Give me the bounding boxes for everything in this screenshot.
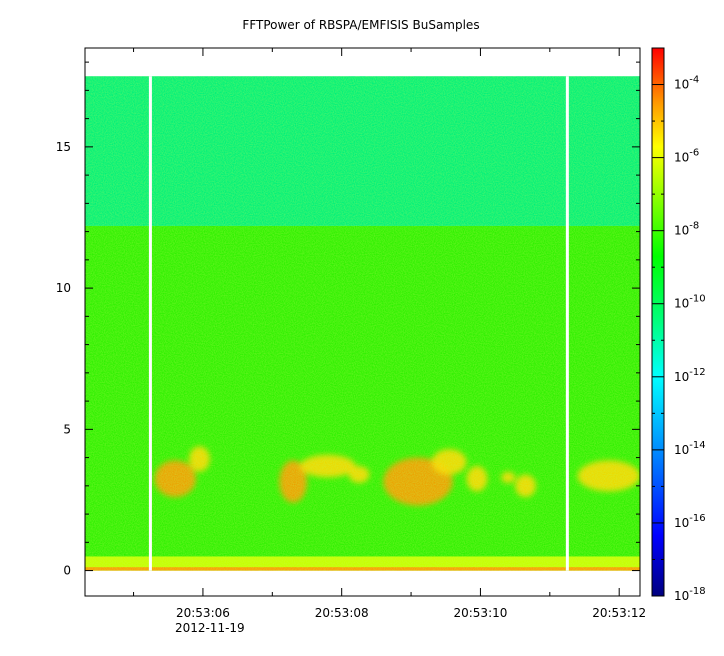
noise-texture [85,76,640,571]
cbar-tick-label: 10-14 [674,440,706,457]
x-tick-label: 20:53:12 [592,606,646,620]
colorbar: 10-4 10-6 10-8 10-10 10-12 10-14 10-16 10-18 [651,47,706,603]
plot-frame [84,47,641,597]
y-axis: 0 5 10 15 [56,61,640,578]
data-gap-0 [148,76,152,571]
y-tick-label: 10 [56,281,71,295]
y-tick-label: 15 [56,140,71,154]
cbar-tick-label: 10-6 [674,148,699,165]
cbar-tick-label: 10-16 [674,513,706,530]
cbar-tick-label: 10-8 [674,221,699,238]
y-tick-label: 5 [63,422,71,436]
y-tick-label: 0 [63,564,71,578]
colorbar-gradient [651,47,665,597]
cbar-tick-label: 10-4 [674,75,699,92]
x-tick-label: 20:53:10 [453,606,507,620]
cbar-tick-label: 10-12 [674,367,706,384]
x-tick-label: 20:53:08 [315,606,369,620]
x-axis: 20:53:06 20:53:08 20:53:10 20:53:12 [133,48,646,620]
cbar-tick-label: 10-18 [674,586,706,603]
plot-area [85,48,640,596]
data-gaps [148,76,569,571]
colorbar-ticks: 10-4 10-6 10-8 10-10 10-12 10-14 10-16 10-18 [652,47,706,603]
data-gap-1 [565,76,569,571]
chart-title: FFTPower of RBSPA/EMFISIS BuSamples [242,18,479,32]
date-label: 2012-11-19 [175,621,245,635]
x-tick-label: 20:53:06 [176,606,230,620]
cbar-tick-label: 10-10 [674,294,706,311]
